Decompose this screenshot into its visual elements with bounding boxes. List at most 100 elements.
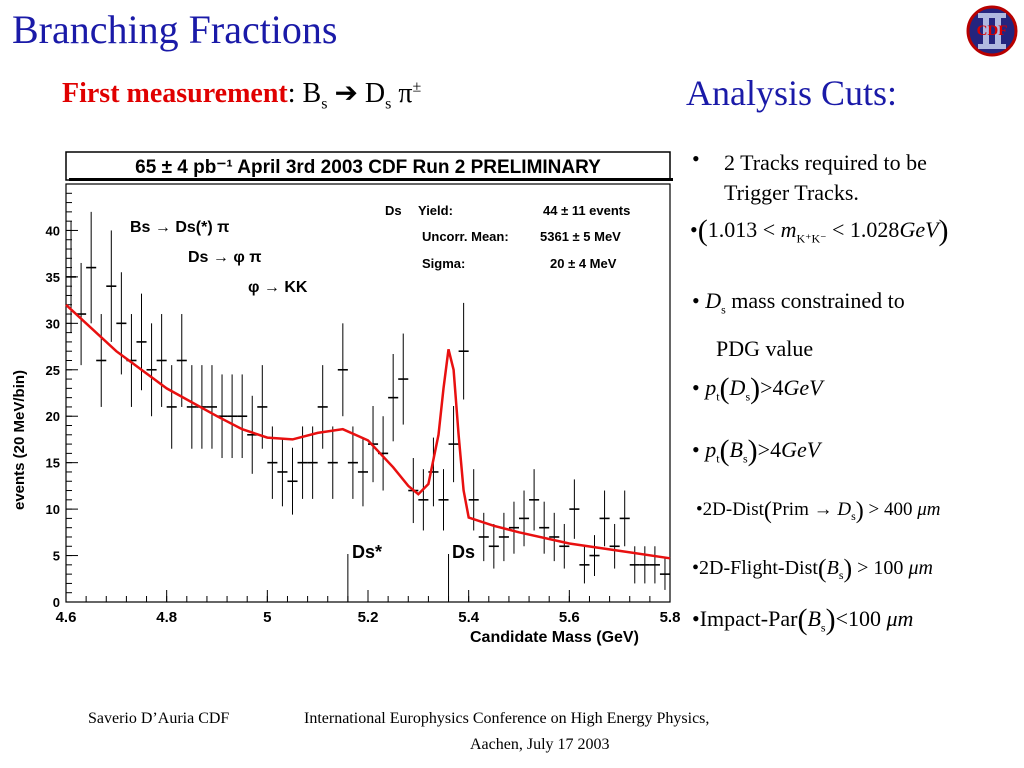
cut-3-text: mass constrained to — [725, 288, 905, 313]
data-point — [156, 314, 167, 407]
cut-1-line2: Trigger Tracks. — [724, 180, 859, 205]
cut-5-b: B — [729, 437, 743, 462]
data-point — [66, 221, 77, 333]
data-point — [589, 535, 600, 576]
cut-7-a: 2D-Flight-Dist — [699, 557, 818, 579]
cut-4-dsub: s — [745, 389, 751, 404]
paren-open: ( — [763, 498, 772, 524]
x-tick-label: 5.8 — [660, 609, 681, 626]
cut-4-unit: GeV — [783, 375, 823, 400]
y-tick-label: 40 — [46, 223, 60, 238]
plot-frame — [65, 183, 671, 603]
data-point — [519, 490, 530, 547]
paren-open: ( — [797, 603, 808, 636]
data-point — [146, 323, 157, 417]
cut-3-sub: s — [721, 302, 726, 317]
decay-label-1: Bs → Ds(*) π — [130, 219, 229, 236]
x-axis-label: Candidate Mass (GeV) — [470, 629, 639, 646]
cut-7-unit: μm — [908, 557, 933, 579]
cut-3-line2: PDG value — [716, 336, 814, 361]
x-tick-label: 4.8 — [156, 609, 177, 626]
cut-6-d: D — [837, 499, 852, 520]
fit-label-yield: Yield: — [418, 203, 453, 218]
cut-7-b: B — [826, 557, 839, 579]
footer-conference: International Europhysics Conference on … — [304, 710, 710, 727]
cut-6-val: > 400 — [863, 499, 918, 520]
measurement-rest: : B — [287, 78, 322, 109]
data-point — [478, 512, 489, 562]
logo-text: CDF — [977, 23, 1008, 39]
bullet-icon: • — [692, 437, 700, 462]
bullet-icon: • — [692, 557, 700, 579]
chart-header-shadow — [69, 178, 673, 181]
y-tick-label: 30 — [46, 316, 60, 331]
cut-2: •(1.013 < mK⁺K⁻ < 1.028GeV) — [690, 214, 949, 248]
data-point — [106, 230, 117, 342]
paren-close: ) — [938, 214, 949, 247]
data-point — [458, 302, 469, 400]
cut-1: • — [692, 146, 700, 172]
data-point — [619, 490, 630, 547]
chart-error-bars — [66, 211, 670, 590]
data-point — [337, 323, 348, 417]
data-point — [96, 314, 107, 407]
cut-7-bsub: s — [838, 568, 844, 582]
cut-6-a: 2D-Dist — [702, 499, 764, 520]
cut-5: • pt(Bs)>4GeV — [692, 434, 820, 468]
data-point — [277, 437, 288, 507]
paren-close: ) — [855, 498, 864, 524]
cut-8-unit: μm — [886, 606, 914, 631]
cut-2-a: 1.013 < — [707, 217, 781, 242]
fit-value-yield: 44 ± 11 events — [543, 203, 630, 218]
data-point — [287, 447, 298, 515]
cut-8-b: B — [807, 606, 821, 631]
peak-label-ds: Ds — [452, 542, 475, 562]
data-point — [609, 523, 620, 569]
data-point — [206, 365, 217, 449]
y-tick-label: 20 — [46, 409, 60, 424]
x-tick-label: 5.2 — [358, 609, 379, 626]
paren-open: ( — [697, 214, 708, 247]
decay-label-3: φ → KK — [248, 279, 308, 296]
fit-label-sigma: Sigma: — [422, 256, 465, 271]
paren-open: ( — [719, 434, 730, 467]
measurement-heading: First measurement: Bs ➔ Ds π± — [62, 76, 421, 114]
y-axis-label: events (20 MeV/bin) — [11, 370, 28, 510]
measurement-sup: ± — [412, 78, 422, 96]
cut-4-psub: t — [716, 389, 720, 404]
data-point — [539, 501, 550, 554]
data-point — [559, 523, 570, 569]
cut-3: • Ds mass constrained to — [692, 288, 905, 317]
cut-5-p: p — [705, 437, 717, 462]
peak-labels: Ds* Ds — [352, 542, 475, 562]
data-point — [418, 469, 429, 531]
decay-labels: Bs → Ds(*) π Ds → φ π φ → KK — [130, 219, 308, 296]
data-point — [569, 479, 580, 539]
data-point — [549, 512, 560, 562]
cut-6-b: Prim → — [771, 499, 838, 520]
paren-open: ( — [719, 372, 730, 405]
y-tick-label: 10 — [46, 502, 60, 517]
bullet-icon: • — [690, 217, 698, 242]
measurement-label: First measurement — [62, 78, 288, 109]
paren-close: ) — [843, 554, 853, 583]
data-point — [307, 426, 318, 499]
cut-6: •2D-Dist(Prim → Ds) > 400 μm — [696, 498, 940, 525]
cut-4-d: D — [729, 375, 746, 400]
data-point — [659, 558, 670, 590]
cut-5-val: >4 — [757, 437, 782, 462]
cut-2-unit: GeV — [899, 217, 939, 242]
data-point — [388, 353, 399, 442]
data-point — [488, 523, 499, 569]
data-point — [317, 365, 328, 449]
cut-4-p: p — [705, 375, 717, 400]
data-point — [498, 512, 509, 562]
cut-8-val: <100 — [835, 606, 887, 631]
data-point — [599, 490, 610, 547]
x-tick-label: 4.6 — [56, 609, 77, 626]
bullet-icon: • — [692, 288, 700, 313]
footer-date: Aachen, July 17 2003 — [470, 736, 610, 753]
measurement-sub2: s — [385, 95, 392, 113]
data-point — [649, 546, 660, 584]
cut-8-bsub: s — [820, 620, 826, 635]
